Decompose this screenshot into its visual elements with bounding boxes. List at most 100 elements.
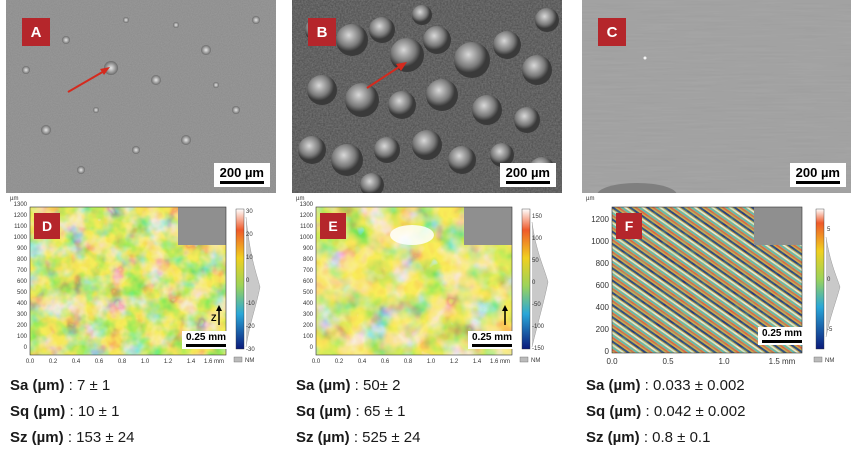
y-tick: 1100 bbox=[14, 224, 28, 230]
sem-micrograph-c bbox=[582, 0, 851, 193]
y-axis-ticks: 1200 1000 800 600 400 200 0 µm bbox=[586, 196, 610, 356]
axis-tick-label: 100 bbox=[303, 334, 314, 340]
y-tick: 400 bbox=[17, 301, 28, 307]
sem-micrograph-a bbox=[6, 0, 276, 193]
sem-image-c: C 200 µm bbox=[582, 0, 851, 193]
sem-micrograph-b bbox=[292, 0, 562, 193]
axis-tick-label: 20 bbox=[246, 232, 253, 238]
axis-tick-label: 0 bbox=[246, 278, 250, 284]
axis-tick-label: 1200 bbox=[591, 215, 609, 224]
axis-tick-label: 30 bbox=[246, 209, 253, 215]
axis-tick-label: 10 bbox=[246, 255, 253, 261]
axis-tick-label: 1.2 bbox=[450, 359, 459, 365]
axis-tick-label: -30 bbox=[246, 347, 255, 353]
y-tick: 0 bbox=[24, 345, 28, 351]
axis-tick-label: -150 bbox=[532, 346, 545, 352]
axis-tick-label: 200 bbox=[303, 323, 314, 329]
x-tick: 0.8 bbox=[118, 359, 127, 365]
height-map-e: 1300 1200 1100 1000 900 800 700 600 500 … bbox=[292, 196, 562, 369]
colorbar-d: 30 20 10 0 -10 -20 -30 NM bbox=[233, 208, 261, 364]
y-tick: 500 bbox=[17, 290, 28, 296]
stat-row-sq: Sq (µm) : 0.042 ± 0.002 bbox=[586, 403, 746, 420]
axis-tick-label: 300 bbox=[303, 312, 314, 318]
stat-row-sq: Sq (µm) : 10 ± 1 bbox=[10, 403, 120, 420]
axis-tick-label: 0 bbox=[605, 347, 610, 356]
scale-bar-line bbox=[795, 181, 840, 184]
panel-column-1: A 200 µm bbox=[6, 0, 276, 452]
axis-tick-label: 0.0 bbox=[312, 359, 321, 365]
axis-tick-label: 1000 bbox=[591, 237, 609, 246]
scale-bar-line bbox=[505, 181, 550, 184]
x-tick: 1.2 bbox=[164, 359, 173, 365]
scale-bar-label: 200 µm bbox=[795, 165, 840, 180]
panel-label-d: D bbox=[34, 213, 60, 239]
z-arrow-icon bbox=[502, 305, 508, 325]
axis-tick-label: 800 bbox=[303, 257, 314, 263]
axis-tick-label: 1000 bbox=[300, 235, 314, 241]
axis-tick-label: 800 bbox=[596, 259, 610, 268]
axis-tick-label: 1100 bbox=[300, 224, 314, 230]
y-tick: 900 bbox=[17, 246, 28, 252]
stat-row-sz: Sz (µm) : 525 ± 24 bbox=[296, 429, 421, 446]
axis-tick-label: 500 bbox=[303, 290, 314, 296]
axis-tick-label: 200 bbox=[596, 325, 610, 334]
axis-tick-label: 0.0 bbox=[606, 357, 618, 366]
y-tick: 600 bbox=[17, 279, 28, 285]
map-scale-line bbox=[762, 340, 803, 343]
axis-tick-label: 0.2 bbox=[335, 359, 344, 365]
map-scale-label: 0.25 mm bbox=[472, 332, 513, 343]
axis-tick-label: 50 bbox=[532, 258, 539, 264]
panel-column-2: B 200 µm bbox=[292, 0, 562, 452]
axis-tick-label: 0.5 bbox=[662, 357, 674, 366]
panel-label-e: E bbox=[320, 213, 346, 239]
roughness-stats-2: Sa (µm) : 50± 2 Sq (µm) : 65 ± 1 Sz (µm)… bbox=[296, 373, 564, 451]
axis-tick-label: 0.6 bbox=[381, 359, 390, 365]
sem-image-a: A 200 µm bbox=[6, 0, 276, 193]
map-scale-f: 0.25 mm bbox=[758, 327, 807, 345]
stat-row-sa: Sa (µm) : 0.033 ± 0.002 bbox=[586, 377, 745, 394]
axis-tick-label: 400 bbox=[303, 301, 314, 307]
axis-tick-label: 0 bbox=[310, 345, 314, 351]
x-tick: 1.4 bbox=[187, 359, 196, 365]
panel-label-c: C bbox=[598, 18, 626, 46]
y-tick: 800 bbox=[17, 257, 28, 263]
axis-tick-label: 600 bbox=[303, 279, 314, 285]
x-tick: 1.6 mm bbox=[204, 359, 224, 365]
scale-bar-line bbox=[219, 181, 264, 184]
stat-row-sa: Sa (µm) : 50± 2 bbox=[296, 377, 401, 394]
map-scale-line bbox=[472, 344, 513, 347]
stat-row-sa: Sa (µm) : 7 ± 1 bbox=[10, 377, 111, 394]
axis-tick-label: µm bbox=[296, 196, 304, 202]
scale-bar-b: 200 µm bbox=[499, 163, 556, 187]
axis-tick-label: Z bbox=[211, 313, 217, 323]
axis-tick-label: -10 bbox=[246, 301, 255, 307]
map-scale-d: 0.25 mm bbox=[182, 331, 231, 349]
axis-tick-label: 700 bbox=[303, 268, 314, 274]
height-map-svg-e: 1300 1200 1100 1000 900 800 700 600 500 … bbox=[296, 196, 549, 365]
height-map-d: 1300 1200 1100 1000 900 800 700 600 500 … bbox=[6, 196, 276, 369]
z-arrow-icon: Z bbox=[211, 305, 222, 325]
roughness-stats-3: Sa (µm) : 0.033 ± 0.002 Sq (µm) : 0.042 … bbox=[586, 373, 851, 451]
axis-tick-label: 1.4 bbox=[473, 359, 482, 365]
axis-tick-label: -5 bbox=[827, 327, 833, 333]
axis-tick-label: 0 bbox=[827, 277, 831, 283]
y-tick: 100 bbox=[17, 334, 28, 340]
axis-tick-label: -50 bbox=[532, 302, 541, 308]
y-tick: 700 bbox=[17, 268, 28, 274]
y-tick: 1200 bbox=[14, 213, 28, 219]
axis-tick-label: NM bbox=[531, 358, 540, 364]
colorbar-f: 5 0 -5 NM bbox=[813, 208, 841, 364]
axis-tick-label: 150 bbox=[532, 214, 543, 220]
axis-tick-label: 0.4 bbox=[358, 359, 367, 365]
x-axis-ticks: 0.0 0.2 0.4 0.6 0.8 1.0 1.2 1.4 1.6 mm bbox=[26, 359, 224, 365]
axis-tick-label: 100 bbox=[532, 236, 543, 242]
axis-tick-label: NM bbox=[825, 358, 834, 364]
scale-bar-a: 200 µm bbox=[213, 163, 270, 187]
stat-row-sz: Sz (µm) : 153 ± 24 bbox=[10, 429, 135, 446]
x-tick: 0.6 bbox=[95, 359, 104, 365]
y-axis-ticks: 1300 1200 1100 1000 900 800 700 600 500 … bbox=[296, 196, 314, 351]
axis-tick-label: -20 bbox=[246, 324, 255, 330]
x-tick: 0.0 bbox=[26, 359, 35, 365]
axis-tick-label: 0.8 bbox=[404, 359, 413, 365]
x-axis-ticks: 0.0 0.2 0.4 0.6 0.8 1.0 1.2 1.4 1.6 mm bbox=[312, 359, 510, 365]
